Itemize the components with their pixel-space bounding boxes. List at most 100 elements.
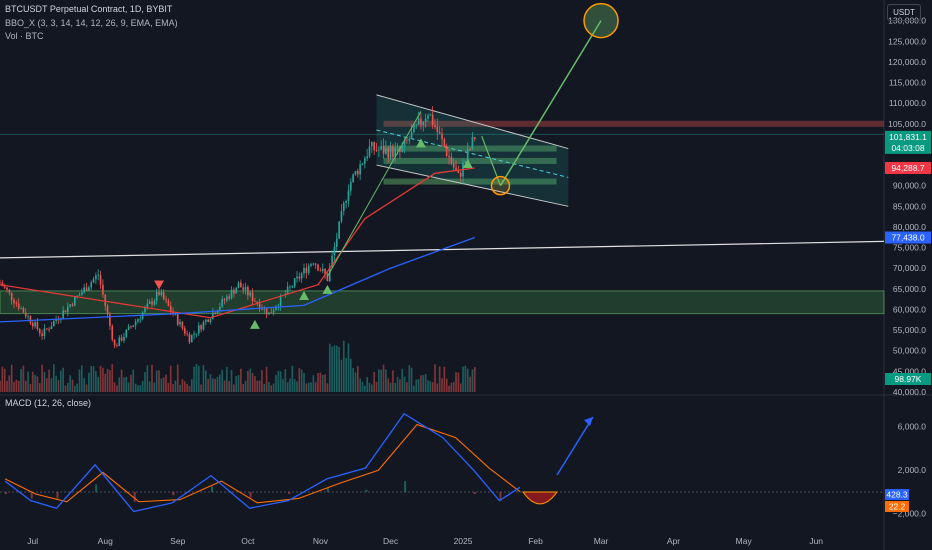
candle-body — [109, 314, 111, 326]
volume-bar — [415, 379, 418, 392]
volume-bar — [284, 369, 287, 392]
candle-body — [378, 149, 380, 151]
candle-body — [328, 266, 331, 281]
volume-bar — [249, 368, 252, 392]
volume-bar — [141, 380, 144, 392]
volume-bar — [151, 364, 153, 392]
candle-body — [22, 308, 25, 313]
price-badge — [885, 373, 931, 385]
macd-line — [4, 412, 521, 513]
volume-bar — [202, 365, 205, 392]
candle-body — [366, 156, 368, 159]
volume-bar — [118, 377, 121, 392]
volume-bar — [158, 370, 160, 392]
volume-bar — [364, 385, 366, 392]
candle-body — [382, 145, 385, 154]
candle-body — [106, 305, 109, 315]
candle-body — [466, 149, 469, 162]
volume-bar — [254, 376, 256, 392]
price-tick-label: 110,000.0 — [889, 98, 926, 108]
volume-bar — [169, 365, 172, 392]
macd-label[interactable]: MACD (12, 26, close) — [5, 398, 92, 408]
volume-bar — [429, 381, 432, 392]
volume-bar — [452, 381, 455, 392]
symbol-title[interactable]: BTCUSDT Perpetual Contract, 1D, BYBIT — [5, 4, 173, 14]
time-axis-label: Dec — [383, 536, 399, 546]
volume-label[interactable]: Vol · BTC — [5, 31, 44, 41]
candle-body — [186, 333, 188, 335]
candle-body — [214, 312, 216, 314]
volume-bar — [321, 374, 324, 392]
volume-bar — [197, 365, 200, 392]
candle-body — [95, 275, 97, 280]
volume-bar — [0, 380, 1, 392]
volume-bar — [104, 373, 107, 392]
macd-arrow — [556, 416, 594, 476]
candle-body — [104, 294, 107, 306]
candle-body — [31, 322, 34, 327]
buy-signal-marker — [462, 158, 473, 168]
volume-bar — [319, 372, 322, 392]
volume-bar — [204, 370, 207, 392]
price-tick-label: 90,000.0 — [893, 181, 926, 191]
volume-bar — [455, 372, 457, 392]
volume-bar — [132, 369, 135, 392]
candle-body — [197, 325, 200, 334]
currency-button[interactable]: USDT — [887, 4, 921, 21]
volume-bar — [148, 381, 151, 392]
volume-bar — [176, 364, 179, 392]
candle-body — [415, 124, 418, 126]
macd-badge — [885, 489, 909, 500]
candle-body — [38, 328, 41, 334]
volume-bar — [34, 375, 36, 392]
candle-body — [410, 132, 413, 140]
volume-bar — [17, 380, 20, 392]
channel-upper — [376, 94, 569, 150]
volume-bar — [462, 366, 464, 392]
volume-bar — [62, 367, 64, 392]
projection-arrow — [499, 20, 602, 187]
volume-bar — [31, 371, 34, 392]
volume-bar — [368, 382, 371, 392]
volume-bar — [179, 384, 181, 392]
volume-bar — [420, 375, 422, 392]
volume-bar — [312, 375, 315, 392]
volume-bar — [263, 383, 266, 392]
candle-body — [69, 304, 71, 307]
volume-bar — [354, 372, 357, 392]
volume-bar — [373, 371, 375, 392]
time-axis-label: Nov — [313, 536, 329, 546]
volume-bar — [36, 376, 39, 392]
candle-body — [385, 148, 387, 154]
volume-bar — [356, 366, 359, 392]
volume-bar — [38, 383, 41, 392]
volume-bar — [347, 343, 350, 392]
macd-histogram-bar — [211, 486, 213, 492]
candle-body — [102, 284, 104, 295]
candle-body — [438, 132, 441, 134]
candle-body — [371, 142, 373, 147]
candle-body — [52, 321, 55, 327]
volume-bar — [67, 382, 69, 392]
candle-body — [97, 274, 100, 276]
volume-bar — [219, 374, 221, 392]
indicator-label[interactable]: BBO_X (3, 3, 14, 14, 12, 26, 9, EMA, EMA… — [5, 18, 178, 28]
volume-bars — [0, 340, 476, 392]
candle-body — [298, 276, 301, 279]
candle-body — [319, 270, 322, 272]
volume-bar — [57, 380, 60, 392]
macd-badge-label: 22.2 — [889, 502, 906, 512]
volume-bar — [109, 370, 111, 392]
volume-bar — [83, 378, 86, 392]
macd-histogram-bar — [499, 491, 502, 501]
volume-bar — [41, 364, 43, 392]
candle-body — [317, 264, 319, 271]
macd-histogram-bar — [172, 491, 175, 496]
volume-bar — [436, 383, 439, 392]
candle-body — [272, 310, 275, 313]
candle-body — [92, 279, 95, 283]
volume-bar — [233, 384, 235, 392]
volume-bar — [303, 372, 305, 392]
